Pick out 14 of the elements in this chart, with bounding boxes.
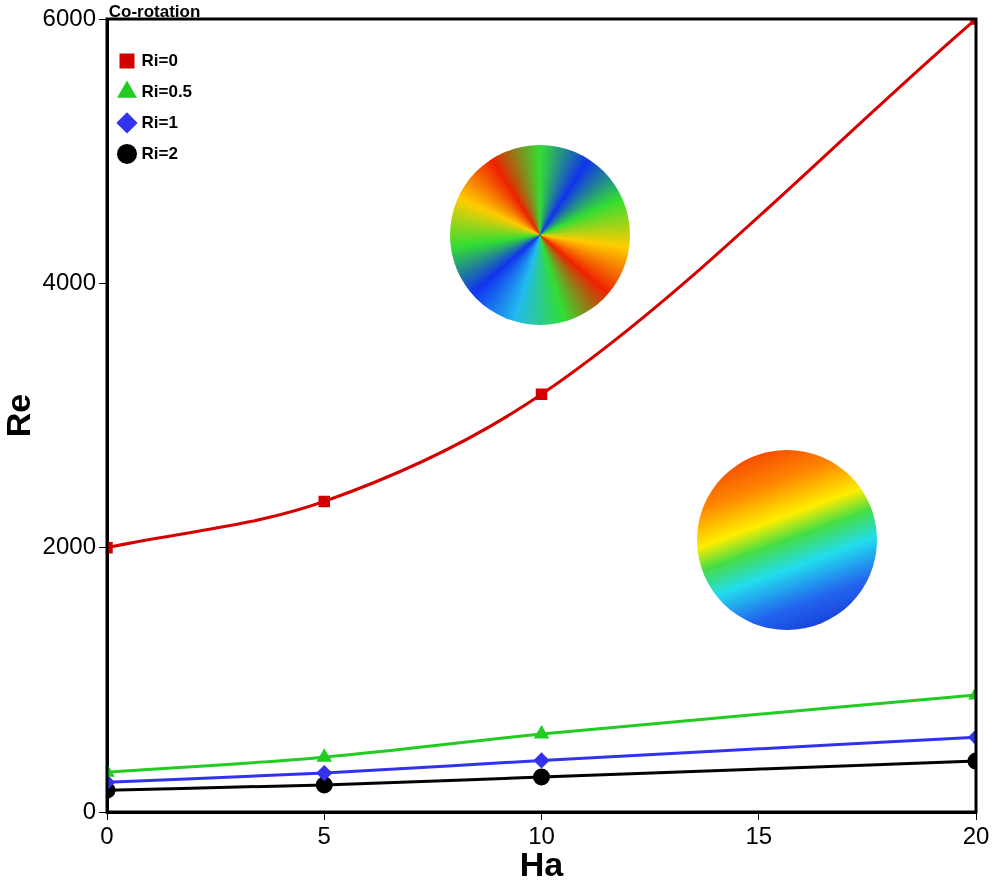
- legend-label: Ri=0: [141, 50, 178, 70]
- legend-label: Ri=1: [141, 112, 178, 132]
- legend-title: Co-rotation: [108, 2, 201, 22]
- legend-label: Ri=2: [141, 143, 178, 163]
- y-tick-label: 0: [82, 796, 96, 824]
- x-tick-label: 15: [745, 822, 773, 850]
- y-axis-title: Re: [0, 393, 37, 438]
- x-tick-label: 5: [317, 822, 331, 850]
- x-tick-label: 0: [100, 822, 114, 850]
- x-tick-label: 20: [962, 822, 990, 850]
- y-tick-label: 6000: [42, 3, 96, 31]
- y-tick-label: 4000: [42, 267, 96, 295]
- y-tick-label: 2000: [42, 532, 96, 560]
- legend-label: Ri=0.5: [141, 81, 193, 101]
